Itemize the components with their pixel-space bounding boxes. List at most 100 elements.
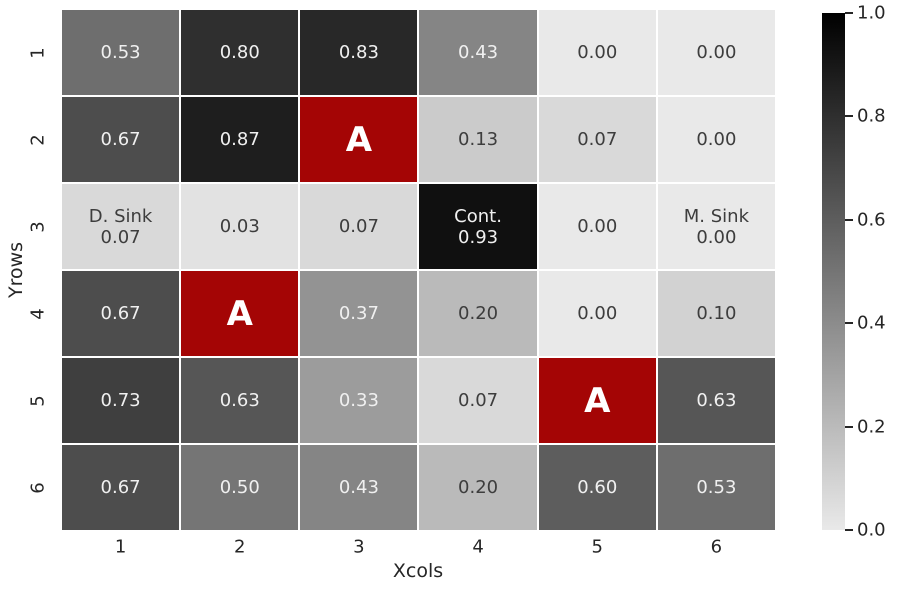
cell-label: 0.67 bbox=[100, 477, 141, 498]
cell-label: M. Sink bbox=[683, 205, 750, 227]
heatmap-cell-highlighted: A bbox=[538, 358, 656, 443]
heatmap-cell: 0.20 bbox=[419, 445, 537, 530]
cell-label: 0.00 bbox=[696, 129, 737, 150]
x-tick-label: 6 bbox=[710, 536, 723, 558]
colorbar-tick-label: 0.0 bbox=[857, 519, 886, 541]
heatmap-cell: 0.83 bbox=[300, 10, 418, 95]
x-tick-label: 1 bbox=[114, 536, 127, 558]
cell-label: 0.07 bbox=[338, 216, 379, 237]
colorbar-tick-mark bbox=[845, 218, 853, 221]
cell-label: 0.43 bbox=[338, 477, 379, 498]
cell-label: 0.60 bbox=[577, 477, 618, 498]
heatmap-cell: 0.13 bbox=[419, 97, 537, 182]
heatmap-cell: 0.53 bbox=[657, 445, 775, 530]
heatmap-cell: 0.53 bbox=[62, 10, 180, 95]
heatmap-cell: 0.67 bbox=[62, 445, 180, 530]
cell-label: 0.43 bbox=[458, 42, 499, 63]
colorbar-tick-mark bbox=[845, 322, 853, 325]
heatmap-cell: 0.00 bbox=[538, 271, 656, 356]
cell-label: 0.83 bbox=[338, 42, 379, 63]
heatmap-cell: 0.43 bbox=[300, 445, 418, 530]
cell-label: 0.00 bbox=[577, 303, 618, 324]
heatmap-cell: 0.50 bbox=[181, 445, 299, 530]
cell-label: 0.03 bbox=[219, 216, 260, 237]
y-axis-label: Yrows bbox=[5, 241, 27, 299]
cell-label: 0.50 bbox=[219, 477, 260, 498]
heatmap-cell: 0.43 bbox=[419, 10, 537, 95]
cell-label: 0.20 bbox=[458, 477, 499, 498]
heatmap-cell: 0.67 bbox=[62, 271, 180, 356]
heatmap-cell: 0.33 bbox=[300, 358, 418, 443]
cell-label: 0.33 bbox=[338, 390, 379, 411]
cell-label: A bbox=[226, 293, 253, 334]
heatmap-cell: 0.73 bbox=[62, 358, 180, 443]
heatmap-cell: 0.00 bbox=[538, 10, 656, 95]
cell-label: Cont. bbox=[454, 205, 502, 227]
cell-label: 0.00 bbox=[577, 216, 618, 237]
y-tick-label: 3 bbox=[27, 220, 49, 233]
heatmap-cell: 0.63 bbox=[657, 358, 775, 443]
heatmap-cell: Cont. 0.93 bbox=[419, 184, 537, 269]
heatmap-cell: 0.07 bbox=[538, 97, 656, 182]
cell-label: 0.07 bbox=[458, 390, 499, 411]
cell-label: 0.63 bbox=[219, 390, 260, 411]
heatmap-cell-highlighted: A bbox=[181, 271, 299, 356]
cell-label: 0.67 bbox=[100, 129, 141, 150]
heatmap-cell: M. Sink 0.00 bbox=[657, 184, 775, 269]
cell-label: 0.10 bbox=[696, 303, 737, 324]
heatmap-cell: 0.67 bbox=[62, 97, 180, 182]
colorbar-tick-mark bbox=[845, 12, 853, 14]
colorbar-tick-label: 0.2 bbox=[857, 416, 886, 438]
y-tick-label: 6 bbox=[27, 481, 49, 494]
cell-label: 0.07 bbox=[100, 226, 141, 248]
colorbar-tick-mark bbox=[845, 115, 853, 118]
cell-label: 0.63 bbox=[696, 390, 737, 411]
heatmap-cell: D. Sink 0.07 bbox=[62, 184, 180, 269]
heatmap-cell: 0.37 bbox=[300, 271, 418, 356]
colorbar-tick-mark bbox=[845, 529, 853, 531]
y-tick-label: 5 bbox=[27, 394, 49, 407]
colorbar-tick-label: 0.6 bbox=[857, 209, 886, 231]
cell-label: D. Sink bbox=[88, 205, 153, 227]
cell-label: 0.37 bbox=[338, 303, 379, 324]
heatmap-cell: 0.63 bbox=[181, 358, 299, 443]
cell-label: 0.00 bbox=[577, 42, 618, 63]
x-tick-label: 4 bbox=[472, 536, 484, 558]
heatmap-cell: 0.10 bbox=[657, 271, 775, 356]
colorbar-tick-mark bbox=[845, 425, 853, 428]
cell-label: 0.73 bbox=[100, 390, 141, 411]
x-tick-label: 5 bbox=[591, 536, 603, 558]
cell-label: 0.53 bbox=[100, 42, 141, 63]
heatmap-cell: 0.00 bbox=[657, 10, 775, 95]
cell-label: 0.07 bbox=[577, 129, 618, 150]
y-tick-label: 4 bbox=[27, 307, 49, 320]
heatmap-cell: 0.87 bbox=[181, 97, 299, 182]
colorbar-tick-label: 1.0 bbox=[857, 2, 886, 24]
heatmap-cell: 0.80 bbox=[181, 10, 299, 95]
heatmap-cell: 0.60 bbox=[538, 445, 656, 530]
x-tick-label: 3 bbox=[353, 536, 365, 558]
heatmap-grid: 0.53 0.80 0.83 0.43 0.00 0.00 0.67 0.87 A 0.13 0.0… bbox=[62, 10, 775, 530]
cell-label: 0.87 bbox=[219, 129, 260, 150]
cell-label: 0.53 bbox=[696, 477, 737, 498]
cell-label: 0.20 bbox=[458, 303, 499, 324]
cell-label: 0.93 bbox=[458, 226, 499, 248]
cell-label: 0.00 bbox=[696, 226, 737, 248]
colorbar-tick-label: 0.4 bbox=[857, 312, 886, 334]
cell-label: 0.67 bbox=[100, 303, 141, 324]
heatmap-cell-highlighted: A bbox=[300, 97, 418, 182]
heatmap-cell: 0.00 bbox=[657, 97, 775, 182]
heatmap-cell: 0.03 bbox=[181, 184, 299, 269]
cell-label: 0.00 bbox=[696, 42, 737, 63]
heatmap-cell: 0.20 bbox=[419, 271, 537, 356]
x-axis-label: Xcols bbox=[392, 560, 444, 582]
colorbar-tick-label: 0.8 bbox=[857, 105, 886, 127]
heatmap-cell: 0.07 bbox=[300, 184, 418, 269]
heatmap-cell: 0.00 bbox=[538, 184, 656, 269]
cell-label: A bbox=[584, 380, 611, 421]
y-tick-label: 2 bbox=[27, 133, 49, 146]
x-tick-label: 2 bbox=[234, 536, 246, 558]
cell-label: A bbox=[345, 119, 373, 160]
heatmap-cell: 0.07 bbox=[419, 358, 537, 443]
